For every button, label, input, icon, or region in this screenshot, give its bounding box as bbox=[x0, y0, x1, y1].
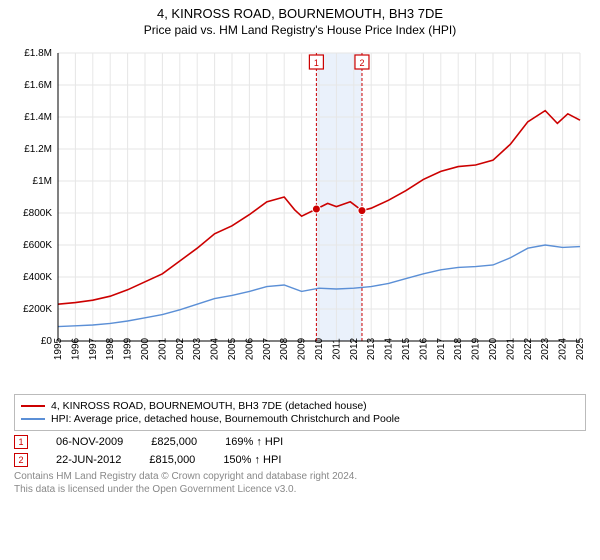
svg-text:£1.6M: £1.6M bbox=[24, 80, 52, 91]
legend-item: HPI: Average price, detached house, Bour… bbox=[21, 413, 579, 425]
chart-subtitle: Price paid vs. HM Land Registry's House … bbox=[10, 23, 590, 37]
svg-text:1: 1 bbox=[314, 58, 319, 68]
sale-price: £815,000 bbox=[149, 454, 195, 466]
sale-price: £825,000 bbox=[151, 436, 197, 448]
license-text: Contains HM Land Registry data © Crown c… bbox=[14, 471, 586, 496]
legend-label: 4, KINROSS ROAD, BOURNEMOUTH, BH3 7DE (d… bbox=[51, 400, 367, 412]
legend-item: 4, KINROSS ROAD, BOURNEMOUTH, BH3 7DE (d… bbox=[21, 400, 579, 412]
legend-swatch bbox=[21, 405, 45, 407]
sale-hpi: 169% ↑ HPI bbox=[225, 436, 283, 448]
svg-text:£1M: £1M bbox=[33, 176, 52, 187]
sale-date: 06-NOV-2009 bbox=[56, 436, 123, 448]
sale-record: 2 22-JUN-2012 £815,000 150% ↑ HPI bbox=[14, 453, 586, 467]
svg-text:£1.2M: £1.2M bbox=[24, 144, 52, 155]
legend-swatch bbox=[21, 418, 45, 420]
legend: 4, KINROSS ROAD, BOURNEMOUTH, BH3 7DE (d… bbox=[14, 394, 586, 431]
svg-text:£1.4M: £1.4M bbox=[24, 112, 52, 123]
chart-area: £0 £200K £400K £600K £800K £1M £1.2M £1.4M £1.6M… bbox=[10, 43, 590, 388]
license-line: Contains HM Land Registry data © Crown c… bbox=[14, 471, 586, 484]
sale-marker-icon: 1 bbox=[14, 435, 28, 449]
svg-text:£1.8M: £1.8M bbox=[24, 48, 52, 59]
sale-marker-icon: 2 bbox=[14, 453, 28, 467]
line-chart: £0 £200K £400K £600K £800K £1M £1.2M £1.4M £1.6M… bbox=[10, 43, 590, 388]
chart-title: 4, KINROSS ROAD, BOURNEMOUTH, BH3 7DE bbox=[10, 6, 590, 21]
svg-text:£800K: £800K bbox=[23, 208, 52, 219]
svg-text:£600K: £600K bbox=[23, 240, 52, 251]
sale-hpi: 150% ↑ HPI bbox=[223, 454, 281, 466]
chart-container: 4, KINROSS ROAD, BOURNEMOUTH, BH3 7DE Pr… bbox=[0, 0, 600, 500]
sale-date: 22-JUN-2012 bbox=[56, 454, 121, 466]
svg-text:£0: £0 bbox=[41, 336, 53, 347]
license-line: This data is licensed under the Open Gov… bbox=[14, 484, 586, 497]
legend-label: HPI: Average price, detached house, Bour… bbox=[51, 413, 400, 425]
svg-text:£200K: £200K bbox=[23, 304, 52, 315]
sale-record: 1 06-NOV-2009 £825,000 169% ↑ HPI bbox=[14, 435, 586, 449]
svg-text:£400K: £400K bbox=[23, 272, 52, 283]
svg-text:2: 2 bbox=[359, 58, 364, 68]
